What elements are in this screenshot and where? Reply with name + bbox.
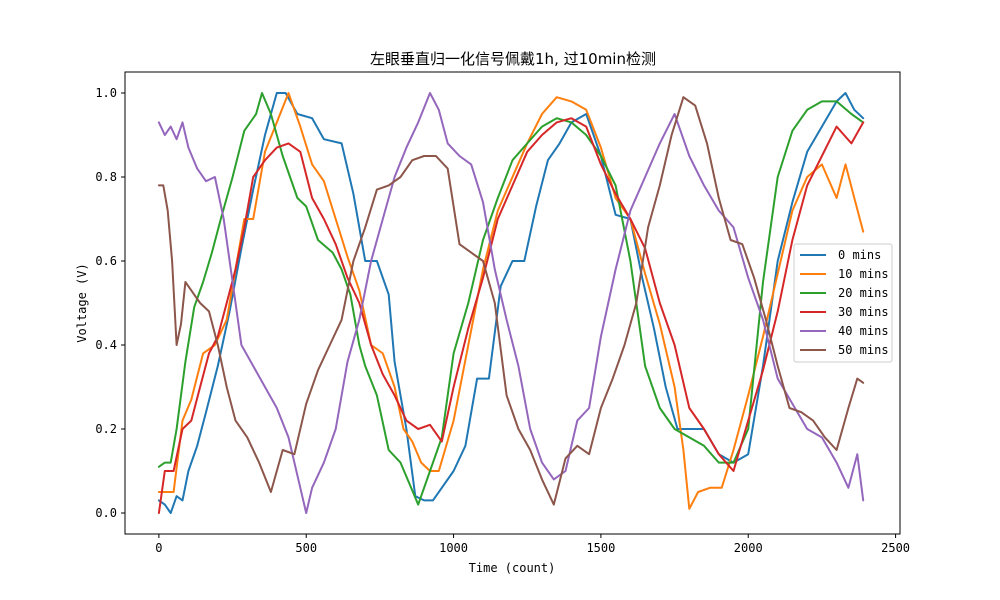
series-line-6 — [157, 96, 865, 506]
series-line-5 — [157, 92, 865, 514]
x-tick-label: 0 — [155, 541, 162, 555]
legend-label-2: 10 mins — [838, 267, 889, 281]
y-tick-label: 0.4 — [95, 338, 117, 352]
y-axis-label: Voltage (V) — [75, 263, 89, 342]
plot-area-frame — [124, 71, 901, 535]
y-tick-label: 0.6 — [95, 254, 117, 268]
y-axis-ticks: 0.0 0.2 0.4 0.6 0.8 1.0 — [95, 86, 125, 520]
series-line-2 — [157, 92, 865, 510]
y-tick-label: 1.0 — [95, 86, 117, 100]
y-tick-label: 0.0 — [95, 506, 117, 520]
series-line-1 — [157, 92, 865, 514]
y-tick-label: 0.8 — [95, 170, 117, 184]
series-line-4 — [157, 117, 865, 514]
x-tick-label: 500 — [295, 541, 317, 555]
x-tick-label: 2000 — [734, 541, 763, 555]
legend-label-1: 0 mins — [838, 248, 881, 262]
legend-label-5: 40 mins — [838, 324, 889, 338]
x-tick-label: 2500 — [881, 541, 910, 555]
y-tick-label: 0.2 — [95, 422, 117, 436]
legend: 0 mins 10 mins 20 mins 30 mins 40 mins 50 min… — [793, 243, 893, 363]
x-axis-ticks: 0 500 1000 1500 2000 2500 — [155, 534, 910, 555]
legend-label-6: 50 mins — [838, 343, 889, 357]
plot-lines — [157, 92, 865, 514]
legend-label-4: 30 mins — [838, 305, 889, 319]
chart-title: 左眼垂直归一化信号佩戴1h, 过10min检测 — [370, 50, 656, 68]
legend-label-3: 20 mins — [838, 286, 889, 300]
legend-items: 0 mins 10 mins 20 mins 30 mins 40 mins 50 min… — [800, 248, 889, 357]
x-tick-label: 1000 — [439, 541, 468, 555]
x-tick-label: 1500 — [586, 541, 615, 555]
x-axis-label: Time (count) — [469, 561, 556, 575]
